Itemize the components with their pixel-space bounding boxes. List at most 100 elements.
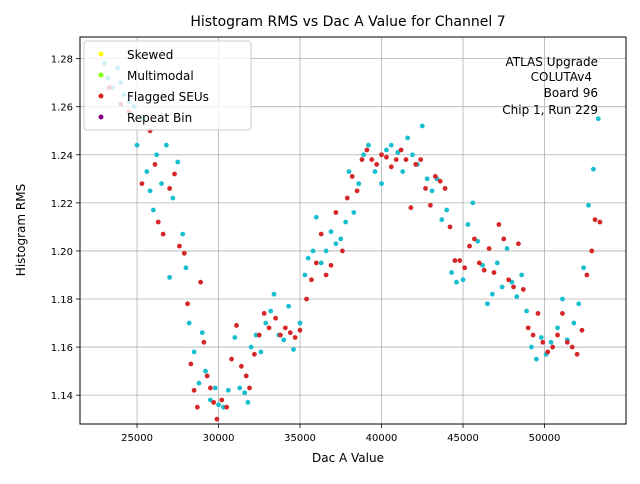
data-point — [194, 404, 200, 410]
plot-frame — [79, 36, 627, 425]
data-point — [589, 248, 595, 254]
data-point — [359, 157, 365, 162]
data-point — [555, 325, 560, 331]
data-point — [185, 301, 190, 307]
legend-marker — [98, 114, 104, 120]
data-point — [232, 335, 238, 340]
data-point — [278, 332, 283, 338]
data-point — [180, 231, 186, 237]
x-axis-ticks: 25000 30000 35000 40000 45000 50000 — [121, 424, 560, 444]
data-point — [167, 186, 173, 191]
data-point — [476, 260, 482, 266]
data-point — [271, 291, 277, 297]
legend-label: Multimodal — [127, 69, 194, 83]
legend-marker — [98, 72, 104, 78]
data-point — [318, 260, 324, 266]
data-point — [245, 399, 251, 405]
data-point — [204, 373, 210, 379]
x-tick-label: 50000 — [529, 433, 561, 444]
data-point — [504, 246, 510, 251]
annotation-line: Board 96 — [544, 86, 598, 100]
data-point — [328, 229, 334, 235]
data-point — [374, 161, 380, 167]
data-point — [472, 236, 477, 242]
data-point — [470, 200, 476, 206]
data-point — [291, 347, 296, 352]
data-point — [309, 277, 314, 283]
chart-title: Histogram RMS vs Dac A Value for Channel… — [190, 14, 505, 30]
data-point — [354, 188, 360, 194]
data-point — [429, 188, 435, 194]
data-point — [214, 416, 220, 422]
data-point — [340, 248, 345, 254]
data-point — [423, 186, 428, 191]
data-point — [237, 385, 243, 391]
data-point — [297, 327, 303, 333]
data-point — [188, 361, 194, 367]
data-point — [449, 270, 455, 275]
data-point — [432, 174, 438, 179]
legend-frame — [83, 40, 252, 131]
data-point — [196, 380, 202, 386]
data-point — [198, 279, 204, 285]
data-point — [424, 176, 430, 182]
data-point — [548, 339, 554, 345]
data-point — [181, 250, 187, 256]
x-tick-label: 25000 — [121, 433, 153, 444]
data-point — [287, 330, 293, 336]
legend-marker — [98, 51, 104, 57]
y-axis-label: Histogram RMS — [14, 184, 28, 276]
data-point — [560, 296, 565, 302]
data-point — [212, 385, 218, 391]
data-point — [545, 349, 551, 355]
data-point — [147, 188, 153, 194]
data-point — [419, 123, 425, 129]
data-point — [410, 152, 415, 158]
annotation-line: Chip 1, Run 229 — [502, 103, 598, 117]
data-point — [211, 399, 217, 405]
data-point — [139, 181, 145, 187]
x-tick-label: 30000 — [203, 433, 235, 444]
data-point — [579, 327, 585, 333]
data-point — [384, 147, 389, 153]
data-point — [216, 402, 221, 408]
data-point — [369, 157, 375, 162]
data-point — [428, 202, 433, 208]
data-point — [333, 210, 339, 215]
data-point — [144, 169, 150, 175]
data-point — [364, 147, 370, 153]
data-point — [555, 332, 560, 338]
data-point — [452, 258, 458, 263]
data-point — [177, 243, 182, 249]
data-point — [207, 385, 213, 391]
data-point — [286, 303, 292, 309]
data-point — [540, 339, 546, 345]
data-point — [379, 181, 384, 187]
data-point — [172, 171, 177, 177]
data-point — [248, 344, 254, 350]
data-point — [511, 284, 516, 290]
data-point — [134, 142, 140, 148]
data-point — [444, 207, 450, 213]
data-point — [467, 243, 472, 249]
data-point — [154, 152, 160, 158]
data-point — [163, 142, 169, 148]
data-point — [152, 161, 158, 167]
data-point — [351, 210, 357, 215]
data-point — [313, 214, 319, 220]
data-point — [384, 154, 389, 160]
y-tick-label: 1.20 — [51, 247, 73, 258]
data-point — [457, 258, 463, 263]
data-point — [525, 325, 531, 331]
data-point — [346, 169, 352, 175]
data-point — [393, 157, 399, 162]
y-tick-label: 1.14 — [51, 391, 73, 402]
data-point — [372, 169, 378, 175]
data-point — [408, 205, 414, 211]
data-point — [437, 178, 443, 184]
y-tick-label: 1.18 — [51, 295, 73, 306]
data-point — [343, 219, 349, 225]
data-point — [560, 311, 565, 316]
data-point — [305, 255, 311, 261]
data-point — [155, 219, 161, 225]
